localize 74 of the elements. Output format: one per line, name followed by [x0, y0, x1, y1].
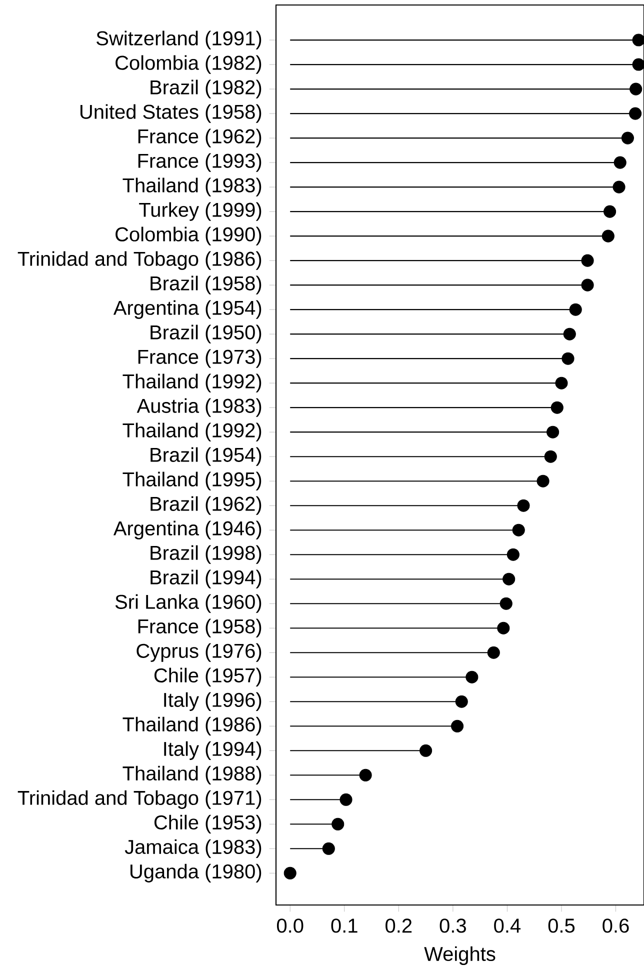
x-tick-label: 0.0 [276, 918, 304, 933]
y-tick-label: Thailand (1992) [122, 374, 262, 392]
point [502, 572, 516, 586]
point [284, 866, 296, 880]
point [332, 818, 344, 830]
y-tick-label: Trinidad and Tobago (1986) [18, 251, 262, 270]
y-tick-label: Thailand (1988) [122, 766, 262, 784]
y-tick-label: France (1962) [138, 128, 262, 148]
y-tick-label: Switzerland (1991) [96, 30, 262, 50]
y-tick-label: Chile (1953) [154, 814, 262, 834]
y-tick-label: Brazil (1994) [150, 570, 262, 588]
y-tick-label: France (1958) [138, 618, 262, 638]
y-tick-label: Italy (1994) [164, 741, 262, 760]
point [550, 401, 564, 414]
x-tick-label: 0.1 [331, 918, 358, 933]
point [359, 768, 372, 782]
y-tick-label: Chile (1957) [154, 668, 262, 686]
y-tick-label: Argentina (1946) [113, 520, 262, 540]
point [500, 597, 512, 610]
point [569, 303, 582, 316]
x-tick-label: 0.3 [440, 918, 466, 933]
x-tick-label: 0.2 [386, 918, 412, 933]
y-tick-label: Brazil (1950) [150, 324, 262, 344]
y-tick-label: Trinidad and Tobago (1971) [18, 790, 262, 809]
point [497, 622, 510, 634]
y-tick-label: Sri Lanka (1960) [115, 594, 262, 613]
point [612, 180, 626, 194]
point [546, 426, 560, 438]
y-tick-label: Uganda (1980) [130, 864, 262, 882]
x-tick-label: 0.6 [602, 918, 629, 933]
point [581, 254, 594, 267]
y-tick-label: Brazil (1998) [150, 545, 262, 564]
point [562, 352, 574, 365]
point [322, 842, 335, 855]
point [536, 474, 550, 488]
y-tick-label: Cyprus (1976) [136, 643, 262, 662]
point [420, 744, 432, 757]
point [517, 499, 530, 512]
point [506, 548, 520, 561]
y-tick-label: Thailand (1995) [122, 472, 262, 490]
y-tick-label: Jamaica (1983) [124, 839, 262, 858]
point [455, 695, 468, 708]
y-tick-label: Brazil (1954) [150, 447, 262, 466]
point [451, 720, 464, 732]
y-tick-label: United States (1958) [80, 104, 262, 123]
y-tick-label: France (1993) [138, 153, 262, 172]
point [581, 278, 594, 292]
point [614, 156, 626, 169]
y-tick-label: Italy (1996) [164, 692, 262, 711]
y-tick-label: Thailand (1986) [122, 716, 262, 736]
point [602, 230, 614, 242]
point [621, 132, 634, 144]
y-tick-label: Thailand (1992) [122, 422, 262, 442]
y-tick-label: Colombia (1982) [116, 55, 262, 74]
y-tick-label: Thailand (1983) [122, 178, 262, 196]
point [512, 524, 525, 536]
point [563, 328, 576, 340]
y-tick-label: Argentina (1954) [113, 300, 262, 319]
x-tick-label: 0.5 [548, 918, 575, 933]
x-tick-label: 0.4 [494, 918, 521, 933]
point [487, 646, 500, 659]
y-tick-label: Brazil (1982) [150, 80, 262, 98]
y-tick-label: Turkey (1999) [139, 202, 262, 221]
y-tick-label: France (1973) [138, 349, 262, 368]
point [555, 376, 568, 390]
point [340, 793, 352, 806]
y-tick-label: Austria (1983) [136, 398, 262, 417]
y-tick-label: Brazil (1958) [150, 276, 262, 294]
point [604, 205, 616, 218]
y-tick-label: Colombia (1990) [116, 226, 262, 246]
y-tick-label: Brazil (1962) [150, 496, 262, 515]
point [466, 670, 478, 684]
point [544, 450, 557, 463]
x-axis-title: Weights [424, 946, 496, 965]
